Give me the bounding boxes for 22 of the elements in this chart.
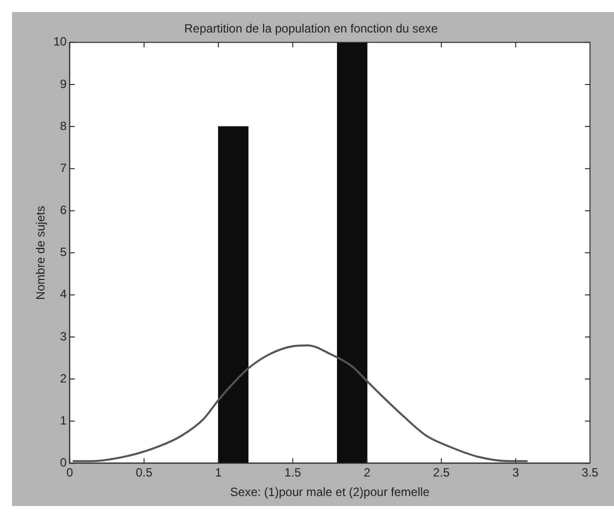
x-tick-label: 2: [364, 466, 371, 480]
x-tick-label: 1.5: [284, 466, 302, 480]
y-tick-label: 1: [60, 413, 68, 428]
y-tick-label: 9: [60, 76, 68, 91]
line-series: [72, 344, 529, 462]
y-tick-label: 3: [60, 329, 68, 344]
y-tick-label: 8: [60, 118, 68, 133]
x-tick-label: 3.5: [582, 466, 599, 480]
y-tick-label: 4: [60, 287, 68, 302]
x-axis-title: Sexe: (1)pour male et (2)pour femelle: [230, 485, 430, 500]
y-tick-label: 6: [60, 203, 68, 218]
y-axis-title: Nombre de sujets: [34, 206, 48, 300]
x-tick-label: 2.5: [433, 466, 450, 480]
y-tick-label: 0: [60, 456, 68, 470]
y-tick-label: 7: [60, 160, 68, 175]
x-tick-label: 1: [215, 466, 222, 480]
y-tick-label: 10: [53, 34, 68, 49]
chart-title: Repartition de la population en fonction du sexe: [184, 22, 438, 36]
x-tick-label: 3: [512, 466, 520, 480]
x-tick-label: 0.5: [136, 466, 153, 480]
y-tick-label: 5: [60, 245, 68, 260]
y-tick-label: 2: [60, 371, 68, 386]
